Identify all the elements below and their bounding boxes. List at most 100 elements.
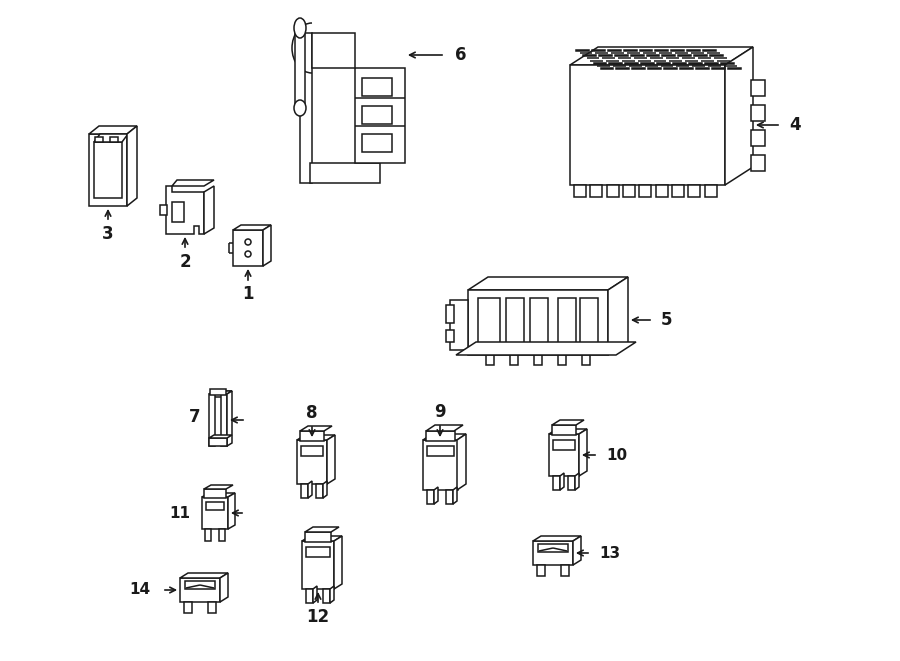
Polygon shape bbox=[204, 186, 214, 234]
Bar bbox=[204, 489, 226, 498]
Bar bbox=[446, 305, 454, 323]
Polygon shape bbox=[355, 68, 405, 163]
Polygon shape bbox=[166, 186, 204, 234]
Bar bbox=[427, 490, 434, 504]
Bar bbox=[533, 541, 573, 565]
Text: 4: 4 bbox=[789, 116, 801, 134]
Bar bbox=[590, 185, 602, 197]
Bar bbox=[751, 105, 765, 121]
Polygon shape bbox=[453, 487, 457, 504]
Bar bbox=[302, 541, 334, 589]
Bar bbox=[95, 137, 103, 142]
Bar bbox=[210, 389, 226, 395]
Bar bbox=[580, 298, 598, 347]
Bar bbox=[751, 155, 765, 171]
Bar bbox=[180, 578, 220, 602]
Polygon shape bbox=[209, 391, 232, 394]
Bar bbox=[688, 185, 700, 197]
Bar bbox=[89, 134, 127, 206]
Bar bbox=[534, 355, 542, 365]
Text: 14: 14 bbox=[129, 582, 150, 598]
Bar bbox=[538, 544, 568, 552]
Polygon shape bbox=[172, 180, 214, 186]
Polygon shape bbox=[297, 435, 335, 440]
Text: 10: 10 bbox=[606, 447, 627, 463]
Polygon shape bbox=[468, 277, 628, 290]
Bar bbox=[184, 602, 192, 613]
Polygon shape bbox=[228, 493, 235, 529]
Polygon shape bbox=[308, 481, 312, 498]
Bar bbox=[672, 185, 684, 197]
Bar bbox=[582, 355, 590, 365]
Bar bbox=[221, 394, 227, 446]
Bar bbox=[205, 529, 211, 541]
Polygon shape bbox=[300, 33, 312, 183]
Text: 9: 9 bbox=[434, 403, 446, 421]
Bar bbox=[570, 65, 725, 185]
Bar bbox=[553, 440, 575, 450]
Polygon shape bbox=[323, 481, 327, 498]
Bar bbox=[558, 355, 566, 365]
Bar bbox=[209, 394, 215, 446]
Bar bbox=[362, 134, 392, 152]
Polygon shape bbox=[570, 47, 753, 65]
Bar bbox=[172, 202, 184, 222]
Text: 1: 1 bbox=[242, 285, 254, 303]
Polygon shape bbox=[313, 586, 317, 603]
Polygon shape bbox=[456, 342, 636, 355]
Polygon shape bbox=[608, 277, 628, 355]
Bar bbox=[558, 298, 576, 347]
Bar bbox=[297, 440, 327, 484]
Bar bbox=[510, 355, 518, 365]
Bar bbox=[506, 298, 524, 347]
Bar bbox=[110, 137, 118, 142]
Polygon shape bbox=[233, 225, 271, 230]
Polygon shape bbox=[552, 420, 584, 425]
Bar bbox=[301, 446, 323, 456]
Bar bbox=[549, 434, 579, 476]
Polygon shape bbox=[204, 485, 233, 489]
Bar bbox=[160, 205, 167, 215]
Text: 13: 13 bbox=[599, 545, 620, 561]
Bar bbox=[208, 602, 216, 613]
Text: 11: 11 bbox=[169, 506, 190, 520]
Bar bbox=[219, 529, 225, 541]
Bar bbox=[233, 230, 263, 266]
Bar bbox=[705, 185, 716, 197]
Bar bbox=[553, 476, 560, 490]
Polygon shape bbox=[434, 487, 438, 504]
Polygon shape bbox=[533, 536, 581, 541]
Polygon shape bbox=[202, 493, 235, 497]
Polygon shape bbox=[209, 435, 232, 438]
Text: 2: 2 bbox=[179, 253, 191, 271]
Text: 3: 3 bbox=[103, 225, 113, 243]
Polygon shape bbox=[725, 47, 753, 185]
Bar bbox=[656, 185, 668, 197]
Polygon shape bbox=[180, 573, 228, 578]
Polygon shape bbox=[450, 300, 468, 350]
Bar bbox=[300, 431, 324, 441]
Bar bbox=[639, 185, 652, 197]
Polygon shape bbox=[457, 434, 466, 490]
Polygon shape bbox=[221, 391, 232, 394]
Polygon shape bbox=[295, 28, 305, 108]
Bar bbox=[94, 142, 122, 198]
Polygon shape bbox=[94, 134, 128, 142]
Text: 7: 7 bbox=[189, 408, 201, 426]
Polygon shape bbox=[549, 429, 587, 434]
Circle shape bbox=[245, 239, 251, 245]
Bar bbox=[206, 502, 224, 510]
Polygon shape bbox=[300, 426, 332, 431]
Bar bbox=[323, 589, 330, 603]
Polygon shape bbox=[263, 225, 271, 266]
Text: 5: 5 bbox=[661, 311, 672, 329]
Polygon shape bbox=[327, 435, 335, 484]
Bar bbox=[209, 438, 227, 446]
Bar bbox=[185, 581, 215, 589]
Bar bbox=[306, 589, 313, 603]
Polygon shape bbox=[579, 429, 587, 476]
Bar bbox=[568, 476, 575, 490]
Bar bbox=[751, 80, 765, 96]
Ellipse shape bbox=[294, 100, 306, 116]
Bar bbox=[202, 497, 228, 529]
